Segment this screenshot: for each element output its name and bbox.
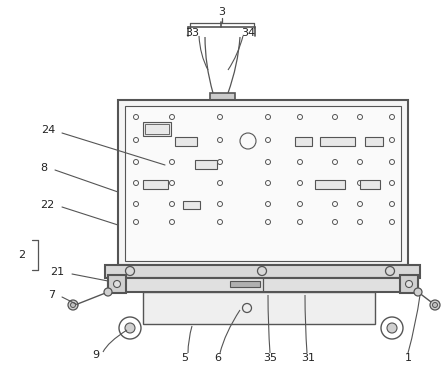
Bar: [210, 93, 235, 101]
Bar: [320, 137, 355, 146]
Bar: [108, 275, 126, 293]
Text: 7: 7: [48, 290, 55, 300]
Bar: [360, 180, 380, 189]
Bar: [105, 265, 420, 278]
Bar: [230, 281, 260, 287]
Circle shape: [387, 323, 397, 333]
Bar: [125, 106, 401, 261]
Text: 8: 8: [40, 163, 47, 173]
Text: 9: 9: [93, 350, 100, 360]
Circle shape: [414, 288, 422, 296]
Circle shape: [430, 300, 440, 310]
Bar: [315, 180, 345, 189]
Text: 34: 34: [241, 28, 255, 38]
Text: 33: 33: [185, 28, 199, 38]
Bar: [145, 124, 169, 134]
Bar: [400, 275, 418, 293]
Circle shape: [70, 302, 75, 308]
Text: 3: 3: [218, 7, 225, 17]
Bar: [195, 160, 217, 169]
Text: 22: 22: [40, 200, 54, 210]
Bar: [108, 278, 418, 292]
Circle shape: [432, 302, 438, 308]
Circle shape: [125, 323, 135, 333]
Text: 21: 21: [50, 267, 64, 277]
Circle shape: [405, 280, 412, 287]
Bar: [183, 201, 200, 209]
Text: 1: 1: [404, 353, 412, 363]
Bar: [143, 292, 375, 324]
Text: 5: 5: [182, 353, 189, 363]
Bar: [175, 137, 197, 146]
Text: 24: 24: [41, 125, 55, 135]
Bar: [365, 137, 383, 146]
Text: 31: 31: [301, 353, 315, 363]
Circle shape: [68, 300, 78, 310]
Text: 6: 6: [214, 353, 222, 363]
Bar: [143, 122, 171, 136]
Bar: [295, 137, 312, 146]
Text: 2: 2: [19, 250, 26, 260]
Text: 35: 35: [263, 353, 277, 363]
Circle shape: [104, 288, 112, 296]
Bar: [118, 100, 408, 265]
Circle shape: [113, 280, 120, 287]
Bar: [143, 180, 168, 189]
